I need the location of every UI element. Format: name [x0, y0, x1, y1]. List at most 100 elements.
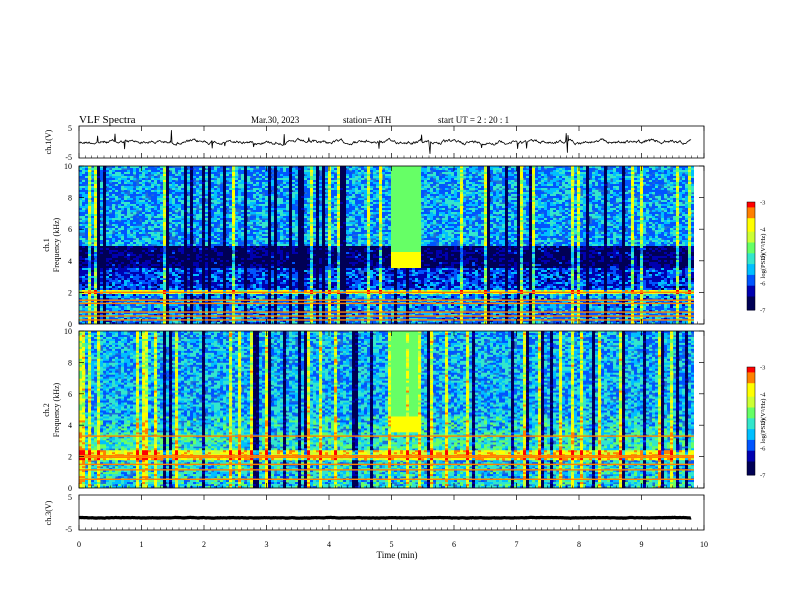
spectrogram-cell: [418, 166, 422, 169]
spectrogram-cell: [598, 204, 602, 207]
spectrogram-cell: [154, 192, 158, 195]
spectrogram-cell: [247, 212, 251, 215]
spectrogram-cell: [586, 170, 590, 173]
spectrogram-cell: [115, 194, 119, 197]
spectrogram-cell: [79, 184, 83, 187]
spectrogram-cell: [544, 170, 548, 173]
spectrogram-cell: [358, 168, 362, 171]
spectrogram-cell: [193, 166, 197, 169]
spectrogram-cell: [529, 194, 533, 197]
spectrogram-cell: [403, 196, 407, 199]
spectrogram-cell: [562, 200, 566, 203]
spectrogram-cell: [673, 198, 677, 201]
spectrogram-cell: [376, 208, 380, 211]
spectrogram-cell: [175, 202, 179, 205]
spectrogram-cell: [385, 200, 389, 203]
spectrogram-cell: [235, 176, 239, 179]
spectrogram-cell: [130, 186, 134, 189]
spectrogram-cell: [250, 170, 254, 173]
spectrogram-cell: [673, 170, 677, 173]
spectrogram-cell: [286, 202, 290, 205]
spectrogram-cell: [643, 198, 647, 201]
spectrogram-cell: [355, 178, 359, 181]
spectrogram-cell: [613, 204, 617, 207]
spectrogram-cell: [382, 180, 386, 183]
spectrogram-cell: [349, 176, 353, 179]
spectrogram-cell: [322, 168, 326, 171]
spectrogram-cell: [436, 178, 440, 181]
spectrogram-cell: [193, 188, 197, 191]
spectrogram-cell: [613, 194, 617, 197]
spectrogram-cell: [97, 180, 101, 183]
spectrogram-cell: [112, 198, 116, 201]
spectrogram-cell: [151, 204, 155, 207]
spectrogram-cell: [529, 202, 533, 205]
spectrogram-cell: [262, 178, 266, 181]
spectrogram-cell: [679, 166, 683, 169]
spectrogram-cell: [331, 180, 335, 183]
spectrogram-cell: [274, 166, 278, 169]
spectrogram-cell: [181, 176, 185, 179]
spectrogram-cell: [541, 176, 545, 179]
spectrogram-cell: [307, 186, 311, 189]
spectrogram-cell: [628, 196, 632, 199]
spectrogram-cell: [175, 188, 179, 191]
spectrogram-cell: [457, 206, 461, 209]
spectrogram-cell: [433, 170, 437, 173]
spectrogram-cell: [610, 196, 614, 199]
spectrogram-cell: [691, 210, 694, 213]
spectrogram-cell: [253, 210, 257, 213]
spectrogram-cell: [544, 204, 548, 207]
spectrogram-cell: [466, 182, 470, 185]
spectrogram-cell: [586, 202, 590, 205]
spectrogram-cell: [274, 182, 278, 185]
spectrogram-cell: [304, 188, 308, 191]
spectrogram-cell: [571, 194, 575, 197]
spectrogram-cell: [142, 168, 146, 171]
spectrogram-cell: [382, 184, 386, 187]
spectrogram-cell: [103, 208, 107, 211]
spectrogram-cell: [196, 170, 200, 173]
spectrogram-cell: [487, 170, 491, 173]
spectrogram-cell: [532, 182, 536, 185]
spectrogram-cell: [145, 198, 149, 201]
spectrogram-cell: [529, 188, 533, 191]
spectrogram-cell: [442, 196, 446, 199]
spectrogram-cell: [397, 190, 401, 193]
spectrogram-cell: [562, 194, 566, 197]
spectrogram-cell: [199, 166, 203, 169]
spectrogram-cell: [655, 178, 659, 181]
spectrogram-cell: [430, 168, 434, 171]
spectrogram-cell: [301, 166, 305, 169]
spectrogram-cell: [124, 176, 128, 179]
spectrogram-cell: [148, 166, 152, 169]
spectrogram-cell: [286, 192, 290, 195]
spectrogram-cell: [199, 178, 203, 181]
spectrogram-cell: [577, 198, 581, 201]
spectrogram-cell: [142, 194, 146, 197]
spectrogram-cell: [547, 170, 551, 173]
spectrogram-cell: [112, 178, 116, 181]
spectrogram-cell: [295, 208, 299, 211]
spectrogram-cell: [232, 188, 236, 191]
spectrogram-cell: [331, 192, 335, 195]
spectrogram-cell: [364, 172, 368, 175]
spectrogram-cell: [370, 202, 374, 205]
spectrogram-cell: [586, 180, 590, 183]
spectrogram-cell: [316, 178, 320, 181]
spectrogram-cell: [181, 200, 185, 203]
spectrogram-cell: [163, 172, 167, 175]
spectrogram-cell: [340, 200, 344, 203]
spectrogram-cell: [190, 194, 194, 197]
spectrogram-cell: [661, 200, 665, 203]
spectrogram-cell: [196, 178, 200, 181]
spectrogram-cell: [415, 174, 419, 177]
spectrogram-cell: [400, 192, 404, 195]
spectrogram-cell: [211, 186, 215, 189]
spectrogram-cell: [274, 178, 278, 181]
spectrogram-cell: [346, 202, 350, 205]
spectrogram-cell: [199, 200, 203, 203]
spectrogram-cell: [550, 176, 554, 179]
spectrogram-cell: [490, 210, 494, 213]
spectrogram-cell: [568, 176, 572, 179]
